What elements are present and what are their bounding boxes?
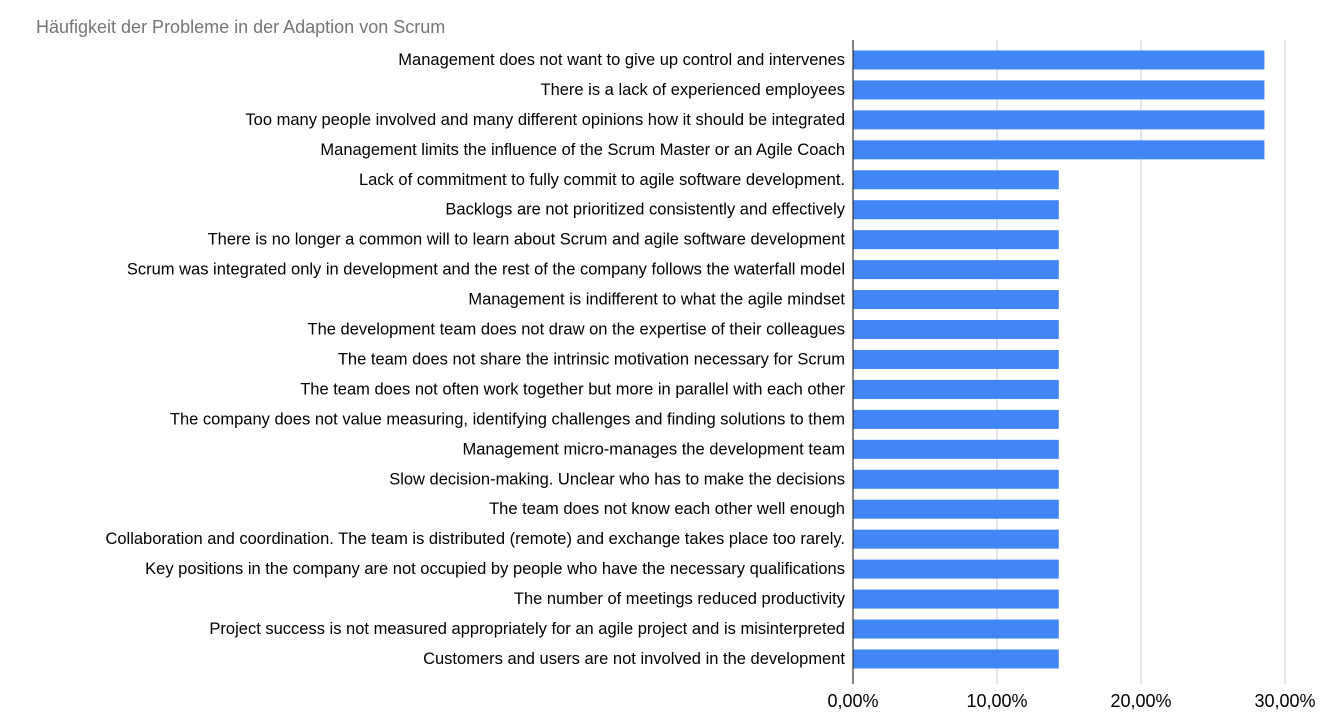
category-label-6: There is no longer a common will to lear… [208, 231, 846, 249]
category-label-7: Scrum was integrated only in development… [127, 261, 845, 279]
bar-2 [853, 110, 1265, 130]
bar-18 [853, 589, 1059, 609]
category-label-2: Too many people involved and many differ… [245, 111, 845, 129]
category-label-17: Key positions in the company are not occ… [145, 560, 845, 578]
bar-11 [853, 379, 1059, 399]
bar-20 [853, 649, 1059, 669]
bar-8 [853, 290, 1059, 310]
category-label-13: Management micro-manages the development… [463, 440, 845, 458]
x-tick-label-0: 0,00% [827, 691, 878, 711]
category-label-20: Customers and users are not involved in … [423, 650, 845, 668]
category-label-3: Management limits the influence of the S… [320, 141, 845, 159]
category-label-11: The team does not often work together bu… [300, 380, 845, 398]
bar-19 [853, 619, 1059, 639]
x-tick-label-1: 10,00% [966, 691, 1027, 711]
category-label-19: Project success is not measured appropri… [209, 620, 845, 638]
bar-1 [853, 80, 1265, 100]
category-label-14: Slow decision-making. Unclear who has to… [389, 470, 845, 488]
x-tick-label-2: 20,00% [1110, 691, 1171, 711]
bar-10 [853, 349, 1059, 369]
bar-16 [853, 529, 1059, 549]
bar-7 [853, 260, 1059, 280]
category-labels: Management does not want to give up cont… [105, 51, 845, 668]
bar-0 [853, 50, 1265, 70]
category-label-16: Collaboration and coordination. The team… [105, 530, 845, 548]
bars [853, 50, 1265, 669]
category-label-10: The team does not share the intrinsic mo… [338, 350, 845, 368]
bar-13 [853, 439, 1059, 459]
category-label-8: Management is indifferent to what the ag… [468, 291, 845, 309]
bar-14 [853, 469, 1059, 489]
bar-5 [853, 200, 1059, 220]
category-label-12: The company does not value measuring, id… [170, 410, 845, 428]
category-label-0: Management does not want to give up cont… [398, 51, 845, 69]
category-label-1: There is a lack of experienced employees [541, 81, 846, 99]
bar-9 [853, 320, 1059, 340]
category-label-9: The development team does not draw on th… [308, 321, 846, 339]
category-label-5: Backlogs are not prioritized consistentl… [445, 201, 845, 219]
bar-17 [853, 559, 1059, 579]
x-tick-label-3: 30,00% [1254, 691, 1315, 711]
category-label-18: The number of meetings reduced productiv… [514, 590, 846, 608]
chart-title: Häufigkeit der Probleme in der Adaption … [36, 17, 446, 37]
category-label-4: Lack of commitment to fully commit to ag… [359, 171, 845, 189]
bar-3 [853, 140, 1265, 160]
category-label-15: The team does not know each other well e… [489, 500, 845, 518]
tick-labels: 0,00% 10,00% 20,00% 30,00% [827, 691, 1315, 711]
bar-12 [853, 409, 1059, 429]
bar-4 [853, 170, 1059, 190]
bar-6 [853, 230, 1059, 250]
bar-15 [853, 499, 1059, 519]
